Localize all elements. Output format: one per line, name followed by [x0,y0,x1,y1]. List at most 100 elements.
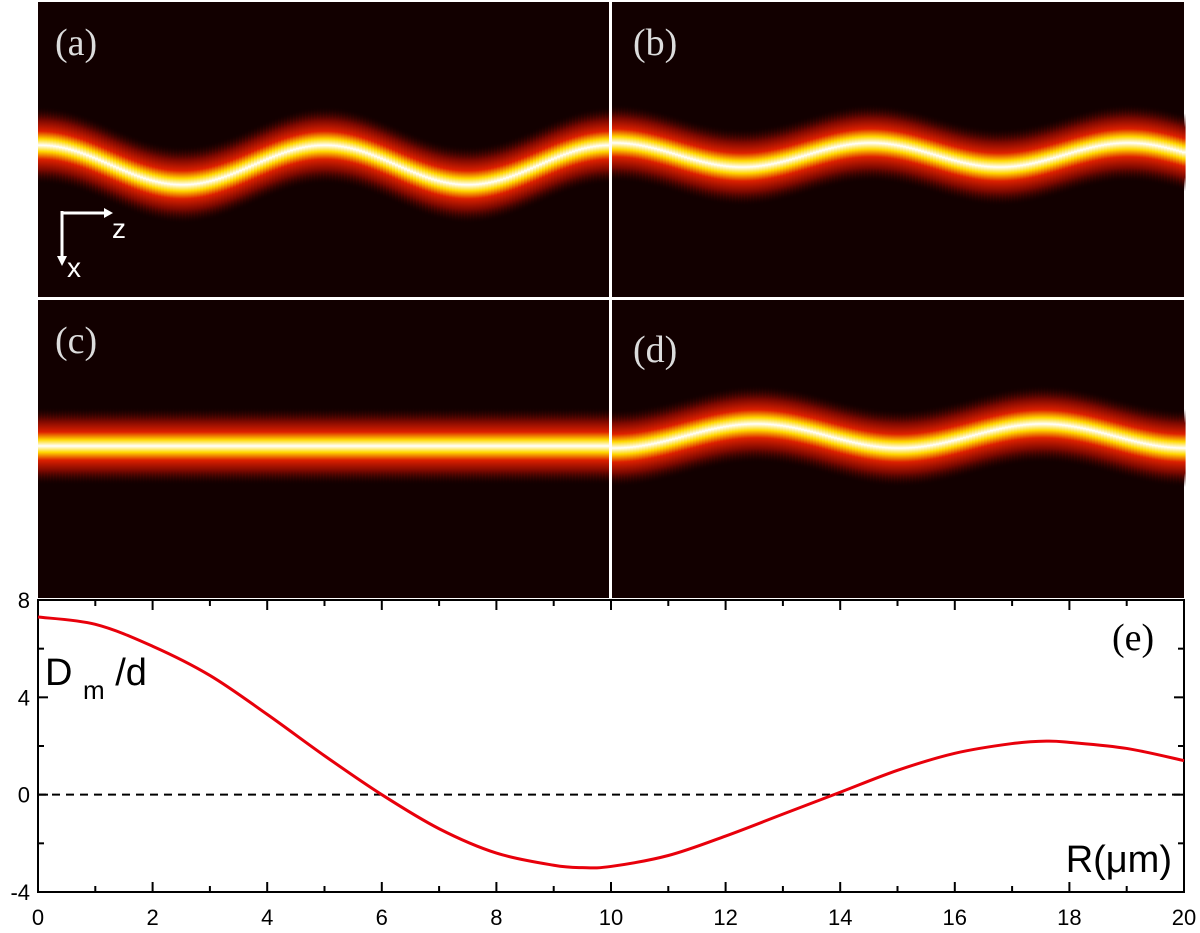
beam-slice [705,123,709,202]
beam-slice [690,119,694,198]
beam-slice [419,407,423,485]
beam-slice [747,127,751,206]
beam-slice [1056,385,1060,464]
beam-slice [83,407,87,485]
beam-slice [927,406,931,485]
beam-slice [311,106,315,185]
panel-e-label: (e) [1112,617,1154,659]
beam-slice [563,407,567,485]
beam-slice [56,107,60,186]
beam-slice [434,141,438,220]
beam-slice [281,114,285,193]
beam-slice [197,407,201,485]
beam-slice [696,121,700,200]
beam-slice [452,144,456,223]
beam-slice [726,387,730,466]
beam-slice [602,407,606,485]
beam-slice [110,126,114,205]
y-tick-label: 8 [18,588,30,613]
beam-slice [798,118,802,197]
beam-slice [783,387,787,466]
beam-slice [599,106,603,185]
beam-slice [149,407,153,485]
beam-slice [1083,389,1087,468]
beam-slice [392,124,396,203]
beam-slice [678,398,682,477]
beam-slice [759,126,763,205]
beam-slice [975,395,979,474]
beam-slice [416,134,420,213]
beam-slice [732,386,736,465]
beam-slice [458,407,462,485]
beam-slice [780,386,784,465]
beam-slice [903,107,907,186]
beam-slice [657,403,661,482]
beam-slice [1089,391,1093,470]
y-axis-title-main: D [45,652,72,694]
beam-slice [506,407,510,485]
beam-slice [1128,401,1132,480]
beam-slice [587,108,591,187]
beam-slice [311,407,315,485]
x-axis-title: R(μm) [1066,839,1172,881]
beam-slice [179,145,183,224]
beam-slice [714,125,718,204]
beam-slice [374,117,378,196]
beam-slice [1128,103,1132,182]
beam-slice [329,106,333,185]
beam-slice [1041,122,1045,201]
beam-slice [554,407,558,485]
y-tick-label: 0 [18,783,30,808]
beam-slice [843,401,847,480]
beam-slice [654,109,658,188]
beam-slice [446,407,450,485]
beam-slice [413,133,417,212]
beam-slice [1167,408,1171,487]
beam-slice [756,384,760,463]
beam-slice [1029,385,1033,464]
beam-slice [1134,104,1138,183]
beam-slice [176,407,180,485]
beam-slice [879,104,883,183]
beam-slice [684,396,688,475]
beam-slice [1149,405,1153,484]
beam-slice [681,397,685,476]
beam-slice [1143,104,1147,183]
beam-slice [158,143,162,222]
beam-slice [410,407,414,485]
beam-slice [870,406,874,485]
beam-slice [741,385,745,464]
beam-slice [1080,389,1084,468]
x-tick-label: 14 [828,905,852,930]
beam-slice [227,136,231,215]
beam-slice [915,408,919,487]
beam-slice [1173,408,1177,487]
beam-slice [1053,385,1057,464]
beam-slice [557,407,561,485]
beam-slice [786,387,790,466]
beam-slice [569,113,573,192]
beam-slice [720,126,724,205]
beam-slice [771,124,775,203]
beam-slice [443,407,447,485]
beam-slice [885,104,889,183]
beam-slice [795,389,799,468]
beam-slice [326,106,330,185]
beam-slice [59,108,63,187]
beam-slice [323,407,327,485]
beam-slice [906,408,910,487]
beam-slice [636,407,640,486]
beam-slice [470,145,474,224]
beam-slice [729,386,733,465]
beam-slice [819,111,823,190]
beam-slice [840,400,844,479]
beam-slice [506,138,510,217]
beam-slice [621,408,625,487]
beam-slice [260,407,264,485]
beam-slice [774,385,778,464]
beam-slice [663,112,667,191]
beam-slice [615,409,619,488]
beam-slice [1029,124,1033,203]
beam-slice [1071,387,1075,466]
